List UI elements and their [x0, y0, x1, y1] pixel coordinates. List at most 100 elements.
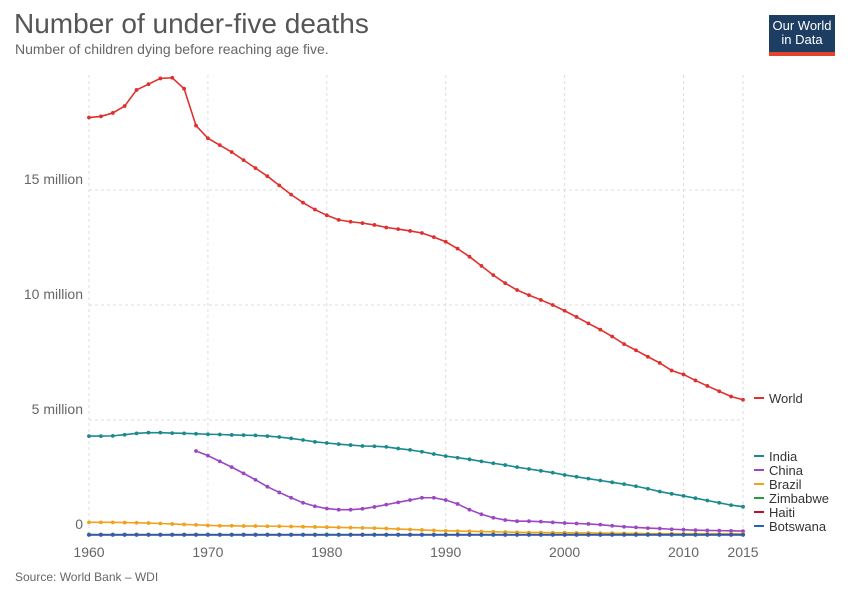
- owid-logo[interactable]: Our World in Data: [769, 15, 835, 56]
- data-point-botswana: [645, 533, 650, 537]
- data-point-china: [574, 521, 579, 526]
- data-point-india: [87, 434, 91, 438]
- data-point-world: [336, 218, 341, 222]
- data-point-world: [622, 342, 626, 346]
- data-point-botswana: [527, 533, 531, 537]
- data-point-world: [146, 82, 151, 87]
- x-tick-label: 1960: [73, 544, 104, 560]
- data-point-brazil: [491, 529, 496, 534]
- data-point-china: [550, 520, 555, 525]
- data-point-world: [194, 123, 198, 128]
- data-point-china: [241, 471, 246, 476]
- data-point-china: [527, 519, 531, 524]
- data-point-botswana: [431, 533, 436, 537]
- data-point-world: [408, 229, 412, 233]
- data-point-china: [717, 528, 722, 533]
- data-point-botswana: [455, 533, 460, 537]
- y-tick-label: 15 million: [24, 171, 83, 187]
- data-point-india: [289, 436, 294, 441]
- data-point-brazil: [301, 524, 305, 529]
- data-point-brazil: [170, 522, 175, 526]
- legend-label-world: World: [769, 391, 803, 406]
- data-point-india: [550, 470, 555, 475]
- data-point-india: [634, 484, 638, 489]
- data-point-world: [372, 223, 377, 227]
- data-point-botswana: [336, 533, 341, 537]
- data-point-india: [158, 430, 163, 435]
- data-point-china: [634, 525, 638, 530]
- data-point-india: [515, 465, 519, 470]
- data-point-botswana: [348, 533, 353, 537]
- data-point-world: [515, 288, 519, 292]
- data-point-brazil: [420, 528, 424, 532]
- data-point-botswana: [324, 533, 329, 537]
- data-point-china: [313, 504, 317, 509]
- data-point-china: [372, 505, 377, 509]
- data-point-brazil: [194, 522, 198, 527]
- data-point-china: [729, 528, 734, 533]
- data-point-brazil: [324, 525, 329, 530]
- data-point-india: [657, 489, 662, 494]
- data-point-brazil: [313, 525, 317, 529]
- data-point-botswana: [313, 533, 317, 537]
- data-point-brazil: [360, 525, 365, 530]
- data-point-india: [241, 433, 246, 438]
- data-point-brazil: [217, 523, 222, 528]
- data-point-india: [324, 441, 329, 445]
- data-point-china: [217, 459, 222, 464]
- series-line-india: [89, 431, 744, 508]
- data-point-india: [431, 452, 436, 456]
- data-point-china: [681, 527, 686, 532]
- data-point-botswana: [657, 533, 662, 537]
- data-point-india: [741, 504, 745, 509]
- data-point-world: [313, 207, 317, 212]
- data-point-india: [598, 478, 603, 483]
- data-point-india: [348, 443, 353, 447]
- data-point-india: [729, 503, 734, 507]
- data-point-brazil: [348, 525, 353, 530]
- data-point-brazil: [265, 524, 270, 529]
- legend-label-haiti: Haiti: [769, 505, 795, 520]
- data-point-india: [360, 444, 365, 448]
- data-point-world: [645, 354, 650, 359]
- data-point-world: [229, 150, 234, 154]
- data-point-botswana: [503, 533, 508, 537]
- data-point-botswana: [194, 533, 198, 537]
- data-point-india: [122, 432, 127, 437]
- data-point-botswana: [289, 533, 294, 537]
- chart-subtitle: Number of children dying before reaching…: [15, 41, 329, 57]
- legend-label-brazil: Brazil: [769, 477, 802, 492]
- data-point-brazil: [98, 520, 103, 525]
- data-point-india: [693, 496, 698, 501]
- data-point-world: [586, 321, 591, 326]
- x-tick-label: 2015: [727, 544, 758, 560]
- data-point-world: [360, 221, 365, 226]
- data-point-botswana: [693, 533, 698, 537]
- data-point-world: [538, 298, 543, 302]
- data-point-india: [479, 459, 484, 464]
- data-point-india: [277, 435, 282, 439]
- data-point-china: [622, 524, 626, 529]
- data-point-india: [717, 500, 722, 505]
- data-point-world: [634, 348, 638, 353]
- data-point-brazil: [134, 520, 139, 525]
- data-point-india: [313, 439, 317, 444]
- data-point-china: [360, 506, 365, 511]
- data-point-world: [420, 231, 424, 235]
- data-point-botswana: [705, 533, 710, 537]
- series-line-brazil: [89, 521, 743, 535]
- data-point-china: [610, 523, 615, 528]
- data-point-brazil: [372, 526, 377, 530]
- data-point-world: [741, 397, 745, 402]
- data-point-botswana: [253, 533, 258, 537]
- data-point-china: [336, 507, 341, 512]
- legend-label-botswana: Botswana: [769, 519, 827, 534]
- data-point-india: [610, 480, 615, 485]
- logo-line-1: Our World: [772, 18, 832, 33]
- x-tick-label: 1980: [311, 544, 342, 560]
- data-point-india: [98, 434, 103, 438]
- y-tick-label: 5 million: [32, 401, 83, 417]
- data-point-china: [301, 500, 305, 505]
- source-note: Source: World Bank – WDI: [15, 570, 159, 584]
- data-point-botswana: [384, 533, 389, 537]
